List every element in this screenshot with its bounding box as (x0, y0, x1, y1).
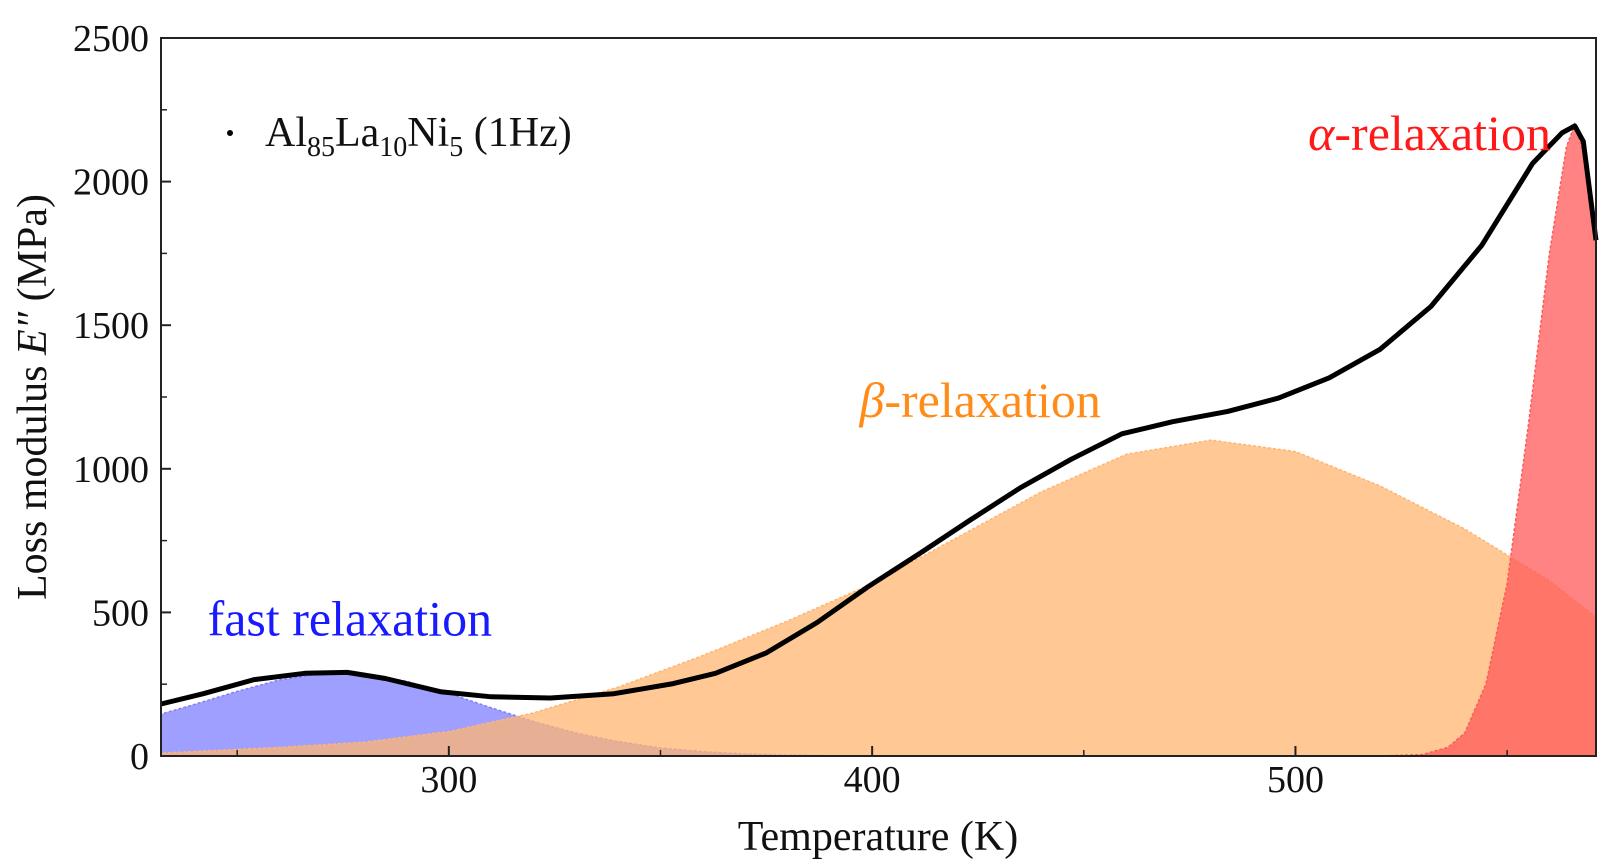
line-series-total (160, 123, 1599, 707)
legend: Al85La10Ni5 (1Hz) (227, 110, 572, 163)
greek-symbol: α (1308, 105, 1336, 161)
y-axis-label: Loss modulus E″ (MPa) (10, 194, 56, 600)
annotation-fast-relaxation: fast relaxation (208, 590, 493, 646)
legend-marker (227, 130, 233, 136)
annotation-alpha-relaxation: α-relaxation (1308, 105, 1551, 161)
legend-text-part: Al (265, 110, 307, 156)
axis-ticks: 300 400 500 0 500 1000 1500 2000 2500 (73, 18, 1508, 801)
y-tick-label: 0 (130, 736, 149, 778)
legend-subscript: 85 (307, 132, 335, 163)
legend-text-part: La (335, 110, 380, 156)
legend-subscript: 5 (449, 132, 463, 163)
y-label-part: Loss modulus (10, 355, 56, 600)
y-tick-label: 2000 (73, 162, 149, 204)
annotation-beta-relaxation: β-relaxation (858, 372, 1100, 428)
annotation-text: -relaxation (1334, 105, 1551, 161)
area-series-3 (1380, 121, 1597, 757)
legend-text-part: (1Hz) (463, 110, 571, 156)
legend-subscript: 10 (379, 132, 407, 163)
legend-label: Al85La10Ni5 (1Hz) (265, 110, 572, 163)
annotation-text: -relaxation (884, 372, 1101, 428)
y-label-symbol: E″ (10, 311, 56, 356)
y-label-part: (MPa) (10, 194, 56, 312)
x-tick-label: 400 (844, 759, 901, 801)
data-lines (160, 123, 1599, 707)
x-tick-label: 300 (420, 759, 477, 801)
y-tick-label: 2500 (73, 18, 149, 60)
x-tick-label: 500 (1267, 759, 1324, 801)
legend-text-part: Ni (407, 110, 449, 156)
y-tick-label: 1500 (73, 305, 149, 347)
x-axis-label: Temperature (K) (738, 814, 1018, 860)
y-tick-label: 1000 (73, 449, 149, 491)
relaxation-areas (160, 121, 1597, 757)
y-tick-label: 500 (92, 592, 149, 634)
greek-symbol: β (858, 372, 884, 428)
